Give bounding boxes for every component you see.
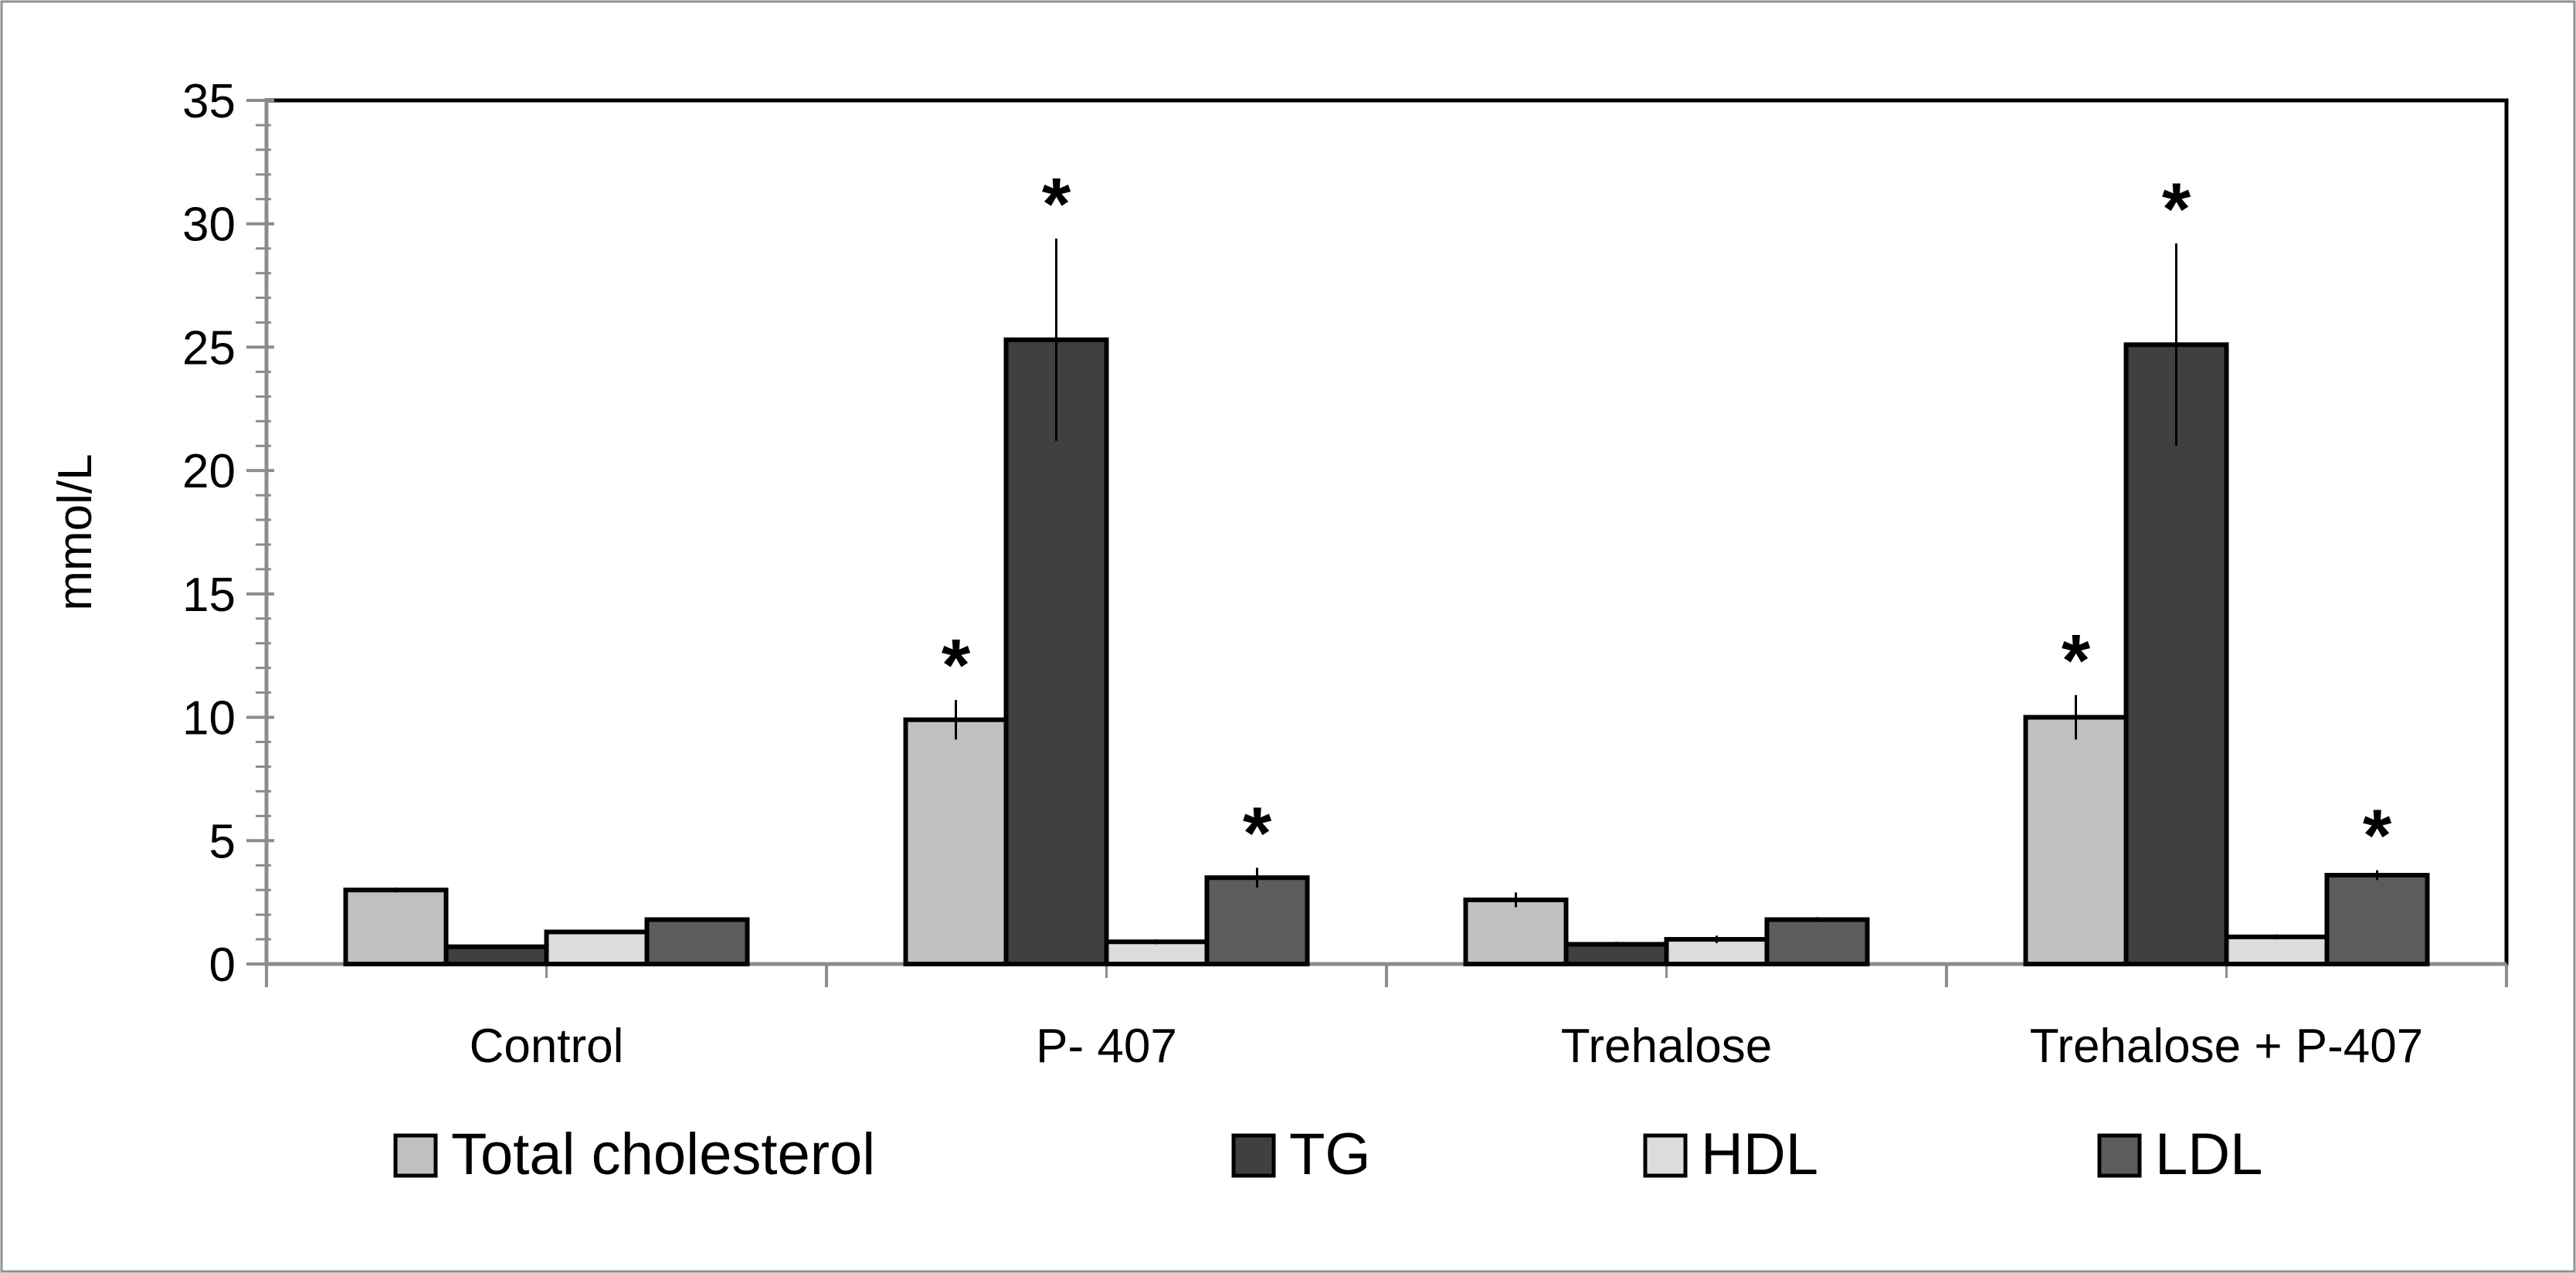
significance-marker: * (1243, 792, 1272, 874)
bar (1204, 875, 1310, 966)
legend-label: Total cholesterol (451, 1122, 875, 1187)
y-tick-label: 10 (182, 692, 236, 745)
bar (544, 929, 650, 966)
x-axis: Control P- 407 Trehalose Trehalose + P-407 (265, 962, 2508, 1073)
legend: Total cholesterol TG HDL LDL (393, 1122, 2262, 1187)
bar (1003, 337, 1109, 966)
category-label: P- 407 (1036, 1020, 1177, 1073)
bars-layer: * * * * * * (343, 163, 2430, 967)
bar (1104, 939, 1210, 967)
bar (2324, 873, 2430, 967)
bar (443, 944, 549, 967)
legend-label: LDL (2155, 1122, 2262, 1187)
y-tick-label: 35 (182, 75, 236, 128)
legend-label: HDL (1701, 1122, 1818, 1187)
significance-marker: * (2062, 620, 2091, 702)
bar (644, 917, 750, 966)
bar (1463, 897, 1569, 967)
y-tick-label: 30 (182, 199, 236, 252)
legend-label: TG (1289, 1122, 1371, 1187)
significance-marker: * (1042, 163, 1071, 246)
legend-swatch (1643, 1133, 1688, 1178)
bar (2123, 342, 2229, 966)
y-axis-title: mmol/L (49, 453, 102, 610)
legend-swatch (393, 1133, 438, 1178)
category-label: Trehalose (1561, 1020, 1772, 1073)
bar (2224, 934, 2330, 967)
bar (903, 717, 1009, 966)
category-label: Trehalose + P-407 (2030, 1020, 2424, 1073)
y-tick-label: 20 (182, 445, 236, 498)
legend-swatch (2097, 1133, 2142, 1178)
legend-swatch (1231, 1133, 1276, 1178)
significance-marker: * (942, 624, 971, 707)
y-tick-label: 25 (182, 321, 236, 375)
bar (1563, 942, 1669, 966)
bar (2023, 715, 2129, 966)
significance-marker: * (2162, 168, 2191, 250)
significance-marker: * (2363, 795, 2392, 878)
bar (1764, 917, 1870, 966)
y-tick-label: 15 (182, 569, 236, 622)
y-tick-label: 5 (209, 815, 236, 868)
category-label: Control (470, 1020, 624, 1073)
y-tick-label: 0 (209, 939, 236, 992)
y-axis: 0 5 10 15 20 25 30 35 (182, 75, 274, 992)
bar (343, 888, 449, 966)
